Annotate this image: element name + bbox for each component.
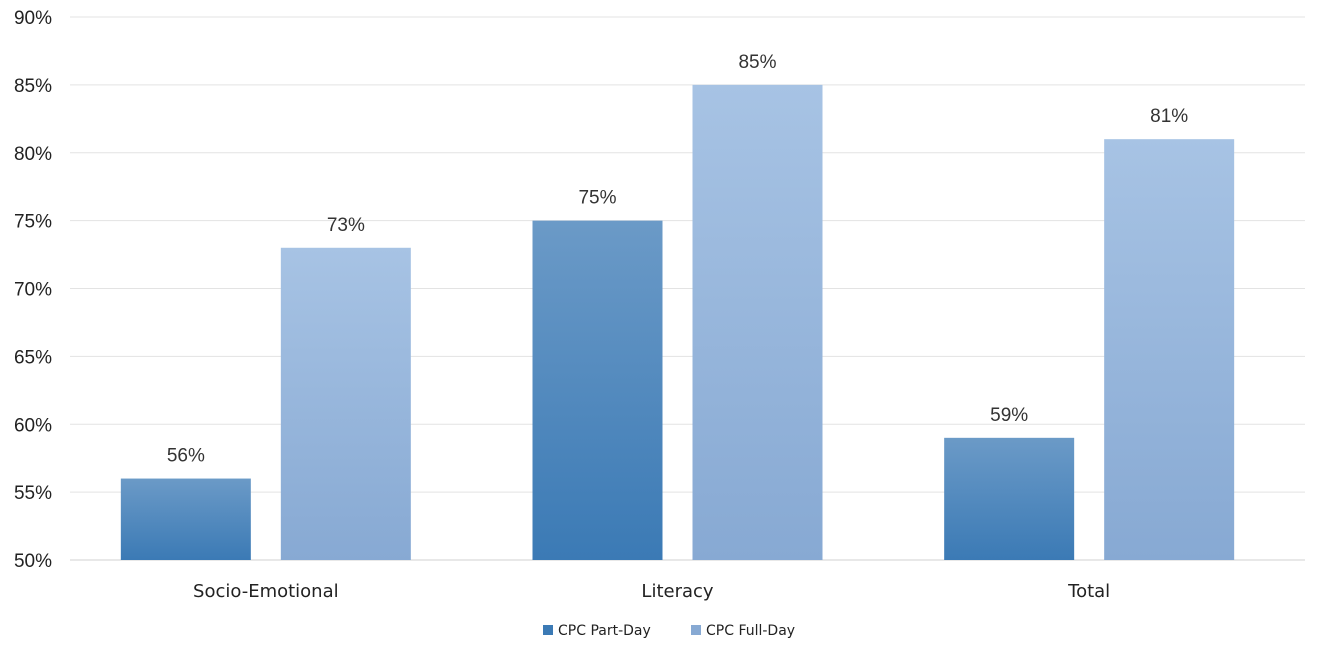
y-tick-label: 70% <box>14 280 52 301</box>
y-tick-label: 85% <box>14 76 52 97</box>
legend-swatch-1 <box>543 625 553 635</box>
legend-swatch-2 <box>691 625 701 635</box>
data-label: 56% <box>167 446 205 467</box>
bar-socio-emotional-series-2 <box>280 247 411 560</box>
y-tick-label: 50% <box>14 551 52 572</box>
y-tick-label: 55% <box>14 483 52 504</box>
legend-label: CPC Part-Day <box>558 623 651 639</box>
data-label: 75% <box>578 188 616 209</box>
data-label: 59% <box>990 405 1028 426</box>
bar-literacy-series-2 <box>692 84 823 560</box>
bar-total-series-2 <box>1104 139 1235 561</box>
y-tick-label: 80% <box>14 144 52 165</box>
data-label: 81% <box>1150 106 1188 127</box>
legend-label: CPC Full-Day <box>706 623 795 639</box>
category-label: Socio-Emotional <box>193 581 339 602</box>
y-axis-tick-labels: 50% 55% 60% 65% 70% 75% 80% 85% 90% <box>14 8 52 572</box>
y-tick-label: 90% <box>14 8 52 29</box>
y-tick-label: 60% <box>14 415 52 436</box>
category-label: Total <box>1067 581 1110 602</box>
category-label: Literacy <box>641 581 713 602</box>
bar-socio-emotional-series-1 <box>120 478 251 560</box>
data-label: 85% <box>738 52 776 73</box>
y-tick-label: 75% <box>14 212 52 233</box>
legend: CPC Part-Day CPC Full-Day <box>543 623 795 639</box>
x-axis-category-labels: Socio-Emotional Literacy Total <box>193 581 1110 602</box>
data-label: 73% <box>327 215 365 236</box>
bar-literacy-series-1 <box>532 220 663 560</box>
bars <box>120 84 1235 561</box>
bar-total-series-1 <box>944 437 1075 560</box>
y-tick-label: 65% <box>14 347 52 368</box>
y-gridlines <box>70 16 1305 561</box>
data-labels: 56% 73% 75% 85% 59% 81% <box>167 52 1188 467</box>
